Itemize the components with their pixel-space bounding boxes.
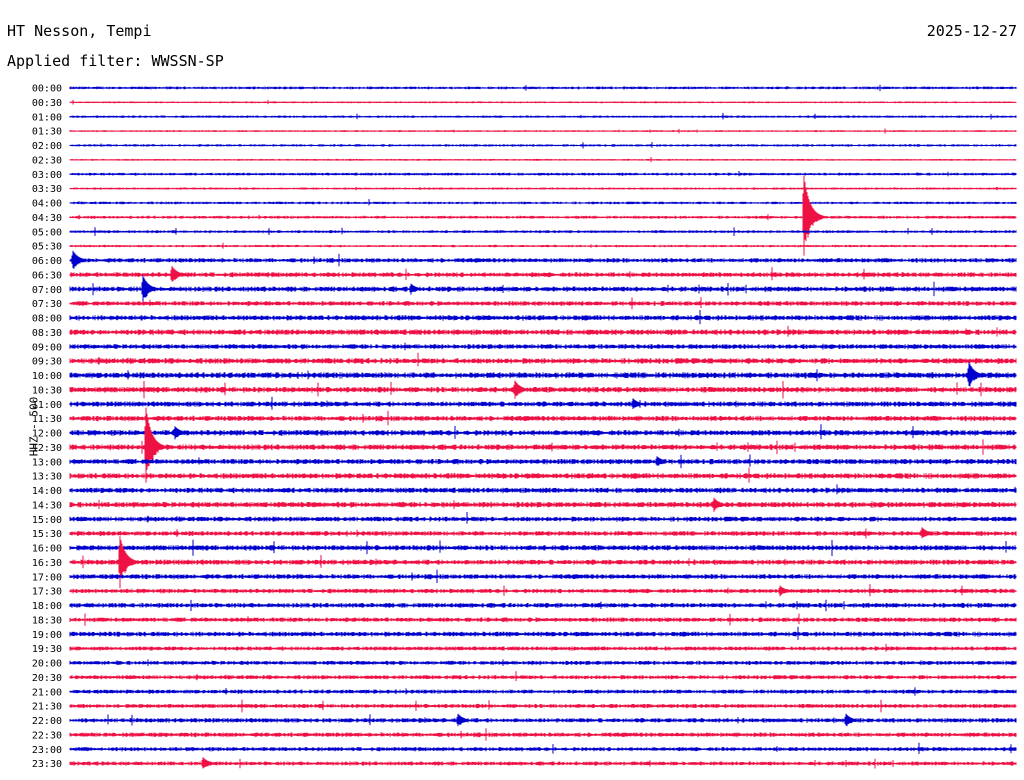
row-label-1700: 17:00 (32, 572, 62, 583)
row-label-2230: 22:30 (32, 730, 62, 741)
row-label-0530: 05:30 (32, 242, 62, 253)
row-label-1830: 18:30 (32, 615, 62, 626)
date-label: 2025-12-27 (926, 22, 1017, 40)
row-label-1430: 14:30 (32, 500, 62, 511)
row-label-0030: 00:30 (32, 98, 62, 109)
row-label-1630: 16:30 (32, 558, 62, 569)
row-label-0300: 03:00 (32, 170, 62, 181)
trace-row-2330 (69, 757, 1017, 769)
row-label-0730: 07:30 (32, 299, 62, 310)
row-label-0230: 02:30 (32, 155, 62, 166)
trace-row-1330 (69, 467, 1017, 483)
row-label-1400: 14:00 (32, 486, 62, 497)
row-label-2330: 23:30 (32, 759, 62, 770)
trace-row-1930 (69, 643, 1017, 652)
row-label-0800: 08:00 (32, 314, 62, 325)
row-label-0630: 06:30 (32, 270, 62, 281)
station-title: HT Nesson, Tempi (7, 22, 152, 40)
row-label-1600: 16:00 (32, 544, 62, 555)
row-label-0200: 02:00 (32, 141, 62, 152)
row-label-0100: 01:00 (32, 112, 62, 123)
row-label-0700: 07:00 (32, 285, 62, 296)
trace-row-1100 (69, 396, 1017, 410)
row-label-2100: 21:00 (32, 687, 62, 698)
trace-row-1500 (69, 512, 1017, 524)
row-label-0930: 09:30 (32, 357, 62, 368)
trace-row-0400 (69, 199, 1017, 206)
row-label-1530: 15:30 (32, 529, 62, 540)
filter-label: Applied filter: WWSSN-SP (7, 52, 224, 70)
trace-row-0930 (69, 352, 1017, 367)
row-label-1500: 15:00 (32, 515, 62, 526)
row-label-1800: 18:00 (32, 601, 62, 612)
row-label-1930: 19:30 (32, 644, 62, 655)
row-label-0000: 00:00 (32, 84, 62, 95)
row-label-0330: 03:30 (32, 184, 62, 195)
row-label-2300: 23:00 (32, 745, 62, 756)
trace-row-0700 (69, 275, 1017, 302)
row-label-2200: 22:00 (32, 716, 62, 727)
trace-row-0630 (69, 266, 1017, 282)
trace-row-0100 (69, 112, 1017, 120)
row-label-1100: 11:00 (32, 400, 62, 411)
trace-row-2300 (69, 742, 1017, 754)
trace-row-0800 (69, 310, 1017, 325)
row-label-1030: 10:30 (32, 385, 62, 396)
row-label-1200: 12:00 (32, 429, 62, 440)
trace-row-1130 (69, 410, 1017, 426)
row-label-0600: 06:00 (32, 256, 62, 267)
row-label-0430: 04:30 (32, 213, 62, 224)
row-label-2000: 20:00 (32, 659, 62, 670)
row-labels: 00:00 00:30 01:00 01:30 02:00 02:30 03:00 03:30… (32, 84, 62, 771)
row-label-1300: 13:00 (32, 457, 62, 468)
row-label-0400: 04:00 (32, 199, 62, 210)
row-label-0830: 08:30 (32, 328, 62, 339)
trace-row-2030 (69, 671, 1017, 682)
trace-row-1000 (69, 362, 1017, 387)
row-label-2030: 20:30 (32, 673, 62, 684)
seismic-traces (69, 84, 1017, 769)
row-label-1730: 17:30 (32, 587, 62, 598)
row-label-1330: 13:30 (32, 472, 62, 483)
trace-row-1200 (69, 424, 1017, 440)
row-label-0900: 09:00 (32, 342, 62, 353)
trace-row-0600 (69, 250, 1017, 269)
row-label-2130: 21:30 (32, 702, 62, 713)
row-label-0130: 01:30 (32, 127, 62, 138)
row-label-1000: 10:00 (32, 371, 62, 382)
trace-row-1730 (69, 584, 1017, 597)
trace-row-1400 (69, 484, 1017, 495)
trace-row-1530 (69, 527, 1017, 539)
row-label-0500: 05:00 (32, 227, 62, 238)
trace-row-0300 (69, 171, 1017, 177)
row-label-1900: 19:00 (32, 630, 62, 641)
trace-row-0830 (69, 325, 1017, 337)
row-label-1230: 12:30 (32, 443, 62, 454)
trace-row-2200 (69, 713, 1017, 727)
trace-row-1900 (69, 626, 1017, 640)
row-label-1130: 11:30 (32, 414, 62, 425)
